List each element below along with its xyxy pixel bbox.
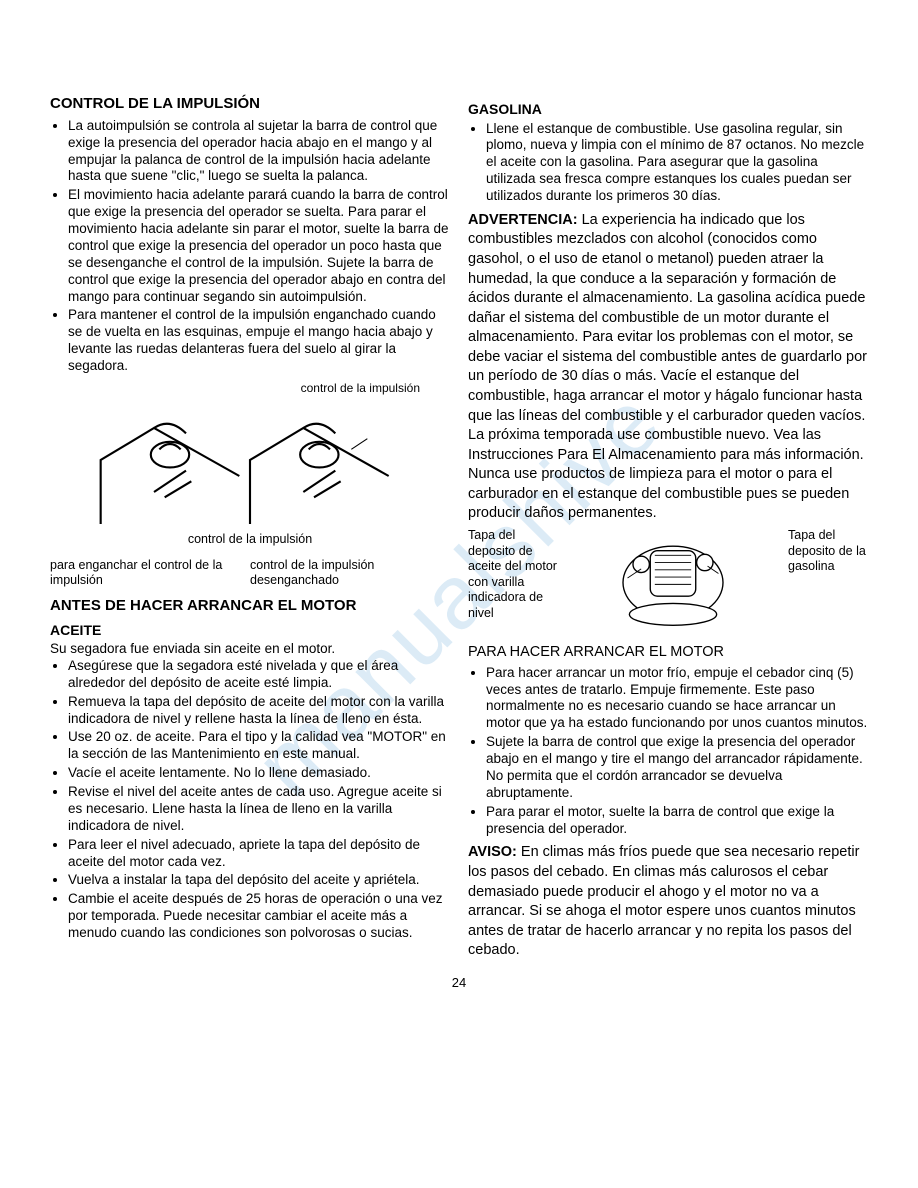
oil-intro-text: Su segadora fue enviada sin aceite en el… (50, 641, 450, 658)
figure-caption-left: para enganchar el control de la impulsió… (50, 558, 250, 589)
list-item: Para hacer arrancar un motor frío, empuj… (486, 665, 868, 733)
list-item: La autoimpulsión se controla al sujetar … (68, 118, 450, 186)
list-item: Asegúrese que la segadora esté nivelada … (68, 658, 450, 692)
list-item: Sujete la barra de control que exige la … (486, 734, 868, 802)
aviso-text: En climas más fríos puede que sea necesa… (468, 844, 859, 958)
aviso-label: AVISO: (468, 844, 517, 860)
aviso-paragraph: AVISO: En climas más fríos puede que sea… (468, 843, 868, 960)
advertencia-label: ADVERTENCIA: (468, 212, 578, 228)
heading-control-impulsion: CONTROL DE LA IMPULSIÓN (50, 95, 450, 114)
engine-label-right: Tapa del deposito de la gasolina (788, 528, 868, 575)
list-item: Use 20 oz. de aceite. Para el tipo y la … (68, 729, 450, 763)
right-column: GASOLINA Llene el estanque de combustibl… (468, 95, 868, 961)
figure-label-top: control de la impulsión (50, 381, 450, 396)
list-item: Vacíe el aceite lentamente. No lo llene … (68, 765, 450, 782)
figure-caption-right: control de la impulsión desenganchado (250, 558, 450, 589)
advertencia-paragraph: ADVERTENCIA: La experiencia ha indicado … (468, 211, 868, 524)
figure-engine: Tapa del deposito de aceite del motor co… (468, 528, 868, 633)
list-item: Para leer el nivel adecuado, apriete la … (68, 837, 450, 871)
figure-drive-control: control de la impulsión (50, 381, 450, 589)
heading-aceite: ACEITE (50, 622, 450, 640)
advertencia-text: La experiencia ha indicado que los combu… (468, 212, 867, 521)
gas-list: Llene el estanque de combustible. Use ga… (468, 121, 868, 205)
start-list: Para hacer arrancar un motor frío, empuj… (468, 665, 868, 838)
heading-gasolina: GASOLINA (468, 101, 868, 119)
list-item: Para parar el motor, suelte la barra de … (486, 804, 868, 838)
list-item: Cambie el aceite después de 25 horas de … (68, 891, 450, 942)
heading-start-motor: PARA HACER ARRANCAR EL MOTOR (468, 643, 868, 661)
two-column-layout: CONTROL DE LA IMPULSIÓN La autoimpulsión… (50, 95, 868, 961)
list-item: Revise el nivel del aceite antes de cada… (68, 784, 450, 835)
engine-illustration (564, 528, 782, 628)
control-list: La autoimpulsión se controla al sujetar … (50, 118, 450, 375)
list-item: Remueva la tapa del depósito de aceite d… (68, 694, 450, 728)
list-item: Vuelva a instalar la tapa del depósito d… (68, 872, 450, 889)
list-item: Llene el estanque de combustible. Use ga… (486, 121, 868, 205)
left-column: CONTROL DE LA IMPULSIÓN La autoimpulsión… (50, 95, 450, 961)
list-item: Para mantener el control de la impulsión… (68, 307, 450, 375)
oil-list: Asegúrese que la segadora esté nivelada … (50, 658, 450, 942)
list-item: El movimiento hacia adelante parará cuan… (68, 187, 450, 305)
heading-before-start: ANTES DE HACER ARRANCAR EL MOTOR (50, 597, 450, 616)
engine-label-left: Tapa del deposito de aceite del motor co… (468, 528, 558, 622)
page-number: 24 (50, 975, 868, 990)
